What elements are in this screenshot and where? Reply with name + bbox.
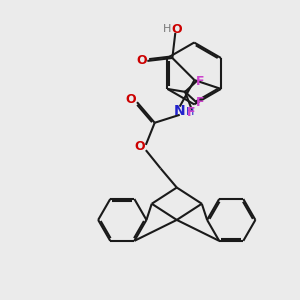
Text: F: F — [196, 75, 204, 88]
Text: N: N — [174, 104, 185, 118]
Text: H: H — [163, 24, 171, 34]
Text: H: H — [186, 107, 194, 117]
Text: F: F — [196, 96, 204, 109]
Text: F: F — [187, 106, 196, 119]
Text: O: O — [135, 140, 145, 153]
Text: O: O — [126, 93, 136, 106]
Text: O: O — [137, 54, 147, 68]
Text: O: O — [172, 23, 182, 36]
